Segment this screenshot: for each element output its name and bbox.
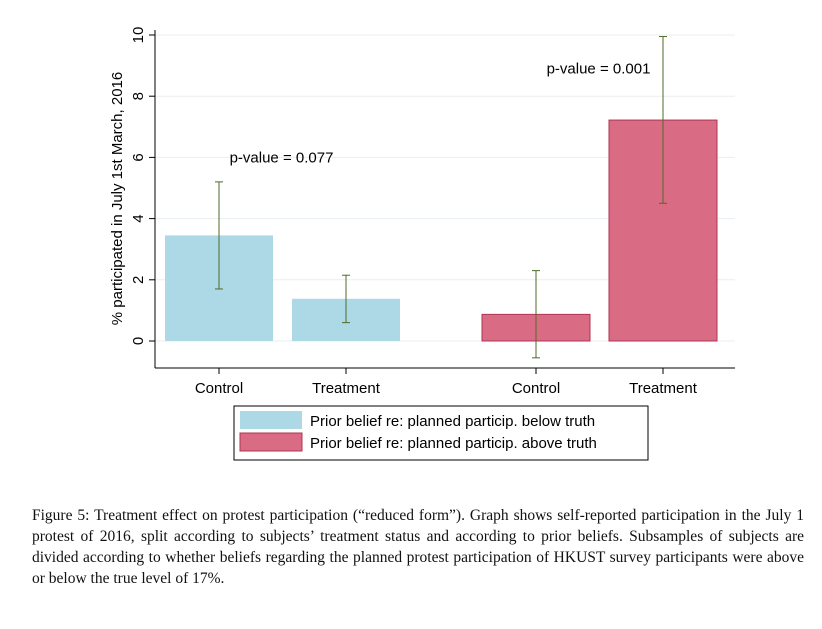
y-tick-label: 2	[130, 276, 147, 284]
y-tick-label: 6	[130, 153, 147, 161]
x-category-label: Control	[195, 380, 243, 397]
y-tick-label: 8	[130, 92, 147, 100]
y-tick-label: 10	[130, 27, 147, 44]
y-tick-label: 4	[130, 214, 147, 222]
legend-label: Prior belief re: planned particip. above…	[310, 435, 597, 452]
x-category-label: Control	[512, 380, 560, 397]
legend-box	[233, 405, 649, 461]
p-value-annotation: p-value = 0.077	[230, 149, 334, 166]
x-category-label: Treatment	[312, 380, 381, 397]
chart: 0 2 4 6 8 10 % participated in July 1st March,…	[109, 27, 735, 461]
error-bars	[215, 36, 667, 359]
legend: Prior belief re: planned particip. below…	[233, 405, 649, 461]
figure-caption: Figure 5: Treatment effect on protest pa…	[32, 507, 804, 587]
p-value-annotation: p-value = 0.001	[547, 61, 651, 78]
annotations: p-value = 0.077 p-value = 0.001	[230, 61, 651, 167]
axes: 0 2 4 6 8 10 % participated in July 1st March,…	[109, 27, 735, 397]
x-category-label: Treatment	[629, 380, 698, 397]
y-axis-label: % participated in July 1st March, 2016	[109, 72, 126, 325]
legend-swatch	[240, 411, 302, 429]
legend-swatch	[239, 432, 303, 452]
legend-label: Prior belief re: planned particip. below…	[310, 413, 595, 430]
y-tick-label: 0	[130, 337, 147, 345]
